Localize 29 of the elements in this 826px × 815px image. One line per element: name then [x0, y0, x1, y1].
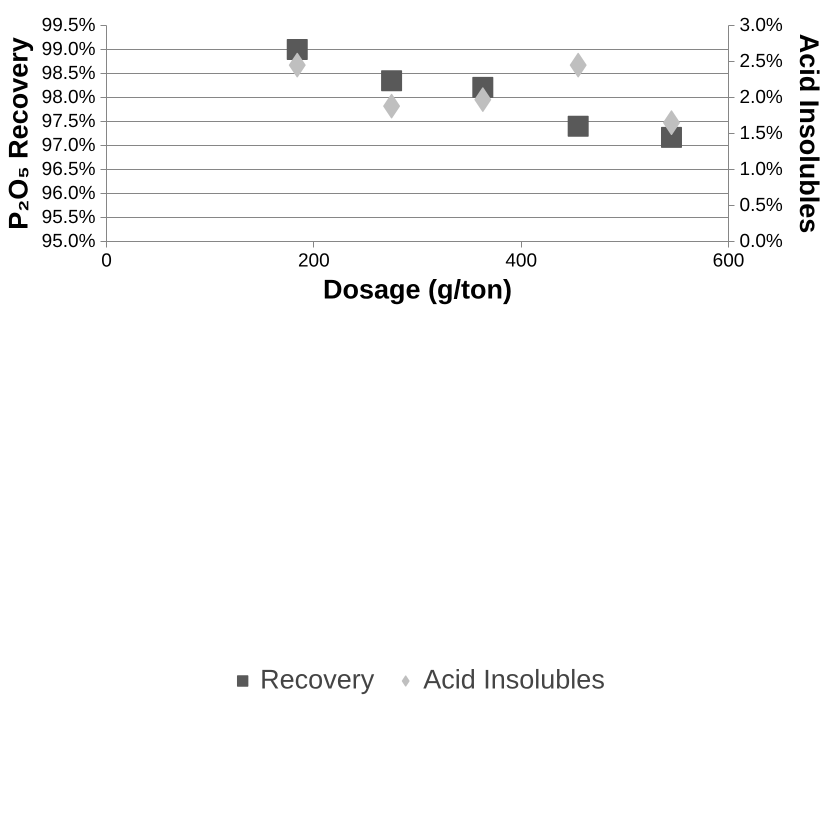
legend-label: Recovery — [260, 664, 374, 696]
y2-tick-label: 2.0% — [740, 87, 783, 108]
y-tick-label: 96.0% — [42, 183, 96, 204]
x-tick-label: 0 — [101, 250, 112, 272]
x-tick-label: 600 — [712, 250, 744, 272]
point — [568, 116, 589, 137]
y-tick-label: 98.5% — [42, 63, 96, 84]
y-tick-label: 99.5% — [42, 15, 96, 36]
y-tick-label: 97.5% — [42, 111, 96, 132]
y-tick-label: 96.5% — [42, 159, 96, 180]
y2-tick-label: 1.5% — [740, 123, 783, 144]
y2-tick-label: 3.0% — [740, 15, 783, 36]
legend-label: Acid Insolubles — [423, 664, 605, 696]
point — [381, 70, 402, 92]
x-axis-title: Dosage (g/ton) — [323, 274, 512, 304]
y-tick-label: 99.0% — [42, 39, 96, 60]
y2-axis-title: Acid Insolubles — [794, 34, 824, 234]
y-tick-label: 95.5% — [42, 207, 96, 228]
y-tick-label: 98.0% — [42, 87, 96, 108]
y-axis-title: P₂O₅ Recovery — [4, 37, 34, 230]
point — [286, 39, 308, 60]
x-tick-label: 200 — [298, 250, 330, 272]
y-tick-label: 95.0% — [42, 231, 96, 252]
y-tick-label: 97.0% — [42, 135, 96, 156]
y2-tick-label: 0.5% — [740, 195, 783, 216]
x-tick-label: 400 — [505, 250, 538, 272]
y2-tick-label: 1.0% — [740, 159, 783, 180]
y2-tick-label: 2.5% — [740, 51, 783, 72]
y2-tick-label: 0.0% — [740, 231, 783, 252]
